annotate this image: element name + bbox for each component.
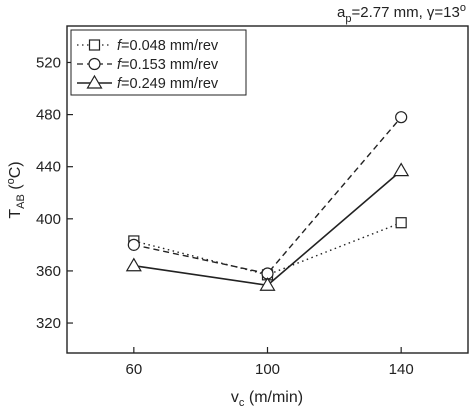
legend-label-3: f=0.249 mm/rev: [117, 76, 219, 92]
series-triangle: [125, 162, 410, 291]
y-tick-label: 320: [36, 315, 61, 332]
axes-ticks: 320 360 400 440 480 520 60 100 140: [36, 54, 414, 378]
data-point-square: [395, 217, 407, 229]
x-tick-label: 100: [255, 361, 280, 378]
y-tick-label: 400: [36, 211, 61, 228]
legend-marker-square: [88, 39, 101, 51]
legend-marker-circle: [88, 57, 101, 71]
series-line: [133, 116, 402, 275]
legend-item-2: f=0.153 mm/rev: [77, 57, 219, 73]
data-point-triangle: [125, 257, 142, 272]
legend-marker-triangle: [86, 74, 103, 89]
y-tick-label: 440: [36, 159, 61, 176]
legend: f=0.048 mm/rev f=0.153 mm/rev f=0.249 mm…: [70, 29, 247, 96]
chart-annotation: ap=2.77 mm, γ=13o: [337, 2, 466, 25]
x-tick-label: 60: [125, 361, 142, 378]
legend-label-2: f=0.153 mm/rev: [117, 57, 219, 73]
x-tick-label: 140: [389, 361, 414, 378]
y-tick-label: 480: [36, 107, 61, 124]
series-circle: [127, 111, 408, 280]
legend-label-1: f=0.048 mm/rev: [117, 38, 219, 54]
x-axis-title: vc (m/min): [231, 389, 303, 409]
y-tick-label: 520: [36, 54, 61, 71]
data-point-triangle: [259, 277, 276, 291]
data-point-circle: [127, 238, 140, 251]
data-point-triangle: [393, 162, 410, 177]
data-point-circle: [395, 111, 408, 124]
legend-item-1: f=0.048 mm/rev: [77, 38, 219, 54]
series-line: [133, 222, 402, 276]
series-layer: [125, 111, 410, 291]
legend-item-3: f=0.249 mm/rev: [77, 74, 219, 92]
y-tick-label: 360: [36, 263, 61, 280]
y-axis-title: TAB (oC): [5, 161, 27, 218]
